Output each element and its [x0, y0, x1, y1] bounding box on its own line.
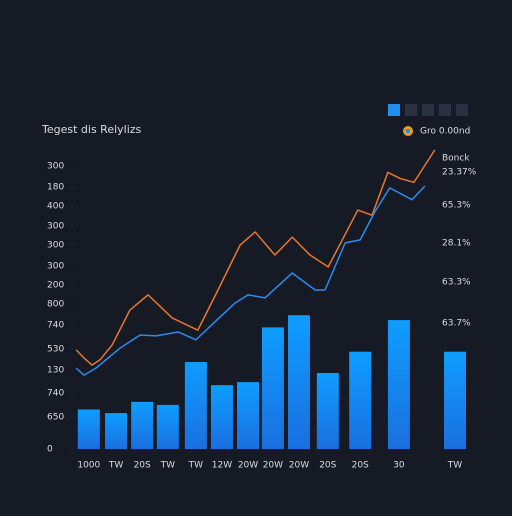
side-label: 65.3%: [442, 201, 471, 211]
y-tick-label: 740: [47, 320, 64, 330]
bar: [349, 351, 372, 449]
bar: [131, 401, 154, 449]
bar: [237, 382, 260, 449]
bar: [287, 315, 310, 449]
x-tick-label: 30: [393, 461, 405, 471]
y-tick-label: 180: [47, 182, 64, 192]
y-tick-label: 200: [47, 281, 64, 291]
icon[interactable]: [388, 104, 400, 116]
x-tick-label: 20W: [263, 461, 283, 471]
y-tick-label: 300: [47, 261, 64, 271]
x-tick-label: 20W: [289, 461, 309, 471]
bar: [316, 373, 339, 449]
bar: [156, 404, 179, 449]
side-label: 28.1%: [442, 239, 471, 249]
chart-title: Tegest dis Relylizs: [41, 123, 142, 136]
y-tick-label: 300: [47, 161, 64, 171]
y-tick-label: 740: [47, 389, 64, 399]
y-tick-label: 300: [47, 241, 64, 251]
y-tick-label: 130: [47, 365, 64, 375]
x-tick-label: TW: [188, 461, 203, 471]
side-label: 23.37%: [442, 168, 477, 178]
bar: [105, 413, 128, 449]
side-label: Bonck: [442, 154, 470, 164]
y-tick-label: 800: [47, 299, 64, 309]
line-series: [75, 149, 436, 366]
x-tick-label: 20W: [238, 461, 258, 471]
bar: [184, 362, 207, 449]
y-tick-label: 400: [47, 202, 64, 212]
header-text: Gro 0.00nd: [420, 127, 470, 137]
icon[interactable]: [405, 104, 417, 116]
bar: [210, 385, 233, 449]
icon[interactable]: [456, 104, 468, 116]
x-tick-label: 20S: [319, 461, 336, 471]
bar: [443, 351, 466, 449]
x-tick-label: 20S: [134, 461, 151, 471]
y-tick-label: 650: [47, 413, 64, 423]
bar: [77, 409, 100, 449]
icon[interactable]: [439, 104, 451, 116]
bar: [261, 327, 284, 449]
bar: [387, 320, 410, 449]
y-tick-label: 300: [47, 221, 64, 231]
browser-icon-center: [405, 128, 411, 134]
x-tick-label: 12W: [212, 461, 232, 471]
side-label: 63.7%: [442, 319, 471, 329]
x-tick-label: TW: [108, 461, 123, 471]
x-tick-label: TW: [447, 461, 462, 471]
y-tick-label: 530: [47, 344, 64, 354]
line-series: [75, 185, 426, 376]
x-tick-label: TW: [160, 461, 175, 471]
x-tick-label: 1000: [77, 461, 100, 471]
toolbar: [388, 104, 468, 116]
icon[interactable]: [422, 104, 434, 116]
side-label: 63.3%: [442, 278, 471, 288]
y-tick-label: 0: [47, 445, 53, 455]
x-tick-label: 20S: [352, 461, 369, 471]
